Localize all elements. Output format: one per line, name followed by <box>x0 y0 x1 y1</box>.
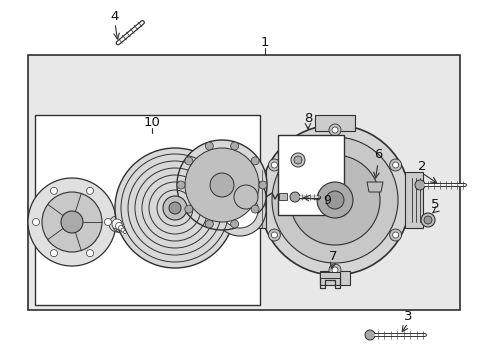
Bar <box>252 170 266 228</box>
Bar <box>320 272 340 278</box>
Circle shape <box>317 182 353 218</box>
Circle shape <box>290 155 380 245</box>
Circle shape <box>251 205 259 213</box>
Circle shape <box>163 196 187 220</box>
Circle shape <box>119 225 123 230</box>
Circle shape <box>271 162 277 168</box>
Text: 1: 1 <box>261 36 269 49</box>
Circle shape <box>87 250 94 257</box>
Circle shape <box>109 216 125 232</box>
Circle shape <box>185 148 259 222</box>
Circle shape <box>116 222 122 230</box>
Circle shape <box>326 191 344 209</box>
Circle shape <box>116 223 126 233</box>
Circle shape <box>210 173 234 197</box>
Circle shape <box>231 142 239 150</box>
Text: 9: 9 <box>323 194 331 207</box>
Circle shape <box>32 219 40 225</box>
Circle shape <box>104 219 112 225</box>
Text: 10: 10 <box>144 116 160 129</box>
Circle shape <box>214 184 266 236</box>
Circle shape <box>329 264 341 276</box>
Bar <box>28 55 460 310</box>
Circle shape <box>260 125 410 275</box>
Circle shape <box>329 124 341 136</box>
Circle shape <box>61 211 83 233</box>
Circle shape <box>115 148 235 268</box>
Polygon shape <box>367 182 383 192</box>
Text: 4: 4 <box>111 10 119 23</box>
Circle shape <box>177 140 267 230</box>
Circle shape <box>50 250 57 257</box>
Bar <box>35 115 260 305</box>
Circle shape <box>87 187 94 194</box>
Circle shape <box>269 229 280 241</box>
Circle shape <box>50 187 57 194</box>
Circle shape <box>332 267 338 273</box>
Circle shape <box>392 162 399 168</box>
Circle shape <box>226 177 266 217</box>
Circle shape <box>28 178 116 266</box>
Circle shape <box>112 219 122 229</box>
Circle shape <box>205 142 213 150</box>
Circle shape <box>185 205 193 213</box>
Bar <box>320 271 350 285</box>
Bar <box>279 193 287 200</box>
Circle shape <box>222 192 258 228</box>
Circle shape <box>421 213 435 227</box>
Circle shape <box>294 156 302 164</box>
Circle shape <box>269 159 280 171</box>
Circle shape <box>119 226 127 234</box>
Circle shape <box>290 192 300 202</box>
Bar <box>315 115 355 131</box>
Circle shape <box>390 159 402 171</box>
Bar <box>405 172 423 228</box>
Bar <box>278 135 344 215</box>
Circle shape <box>42 192 102 252</box>
Circle shape <box>390 229 402 241</box>
Circle shape <box>291 153 305 167</box>
Circle shape <box>332 127 338 133</box>
Text: 7: 7 <box>329 251 337 264</box>
Circle shape <box>231 220 239 228</box>
Text: 5: 5 <box>431 198 439 211</box>
Circle shape <box>234 185 258 209</box>
Circle shape <box>365 330 375 340</box>
Circle shape <box>121 228 125 232</box>
Text: 8: 8 <box>304 112 312 125</box>
Circle shape <box>205 220 213 228</box>
Circle shape <box>424 216 432 224</box>
Circle shape <box>272 137 398 263</box>
Circle shape <box>415 180 425 190</box>
Circle shape <box>271 232 277 238</box>
Circle shape <box>259 181 267 189</box>
Circle shape <box>392 232 399 238</box>
Circle shape <box>113 220 125 232</box>
Circle shape <box>185 157 193 165</box>
Text: 2: 2 <box>418 161 426 174</box>
Circle shape <box>251 157 259 165</box>
Circle shape <box>122 229 128 235</box>
Circle shape <box>123 230 126 234</box>
Circle shape <box>169 202 181 214</box>
Text: 3: 3 <box>404 310 412 324</box>
Circle shape <box>177 181 185 189</box>
Text: 6: 6 <box>374 148 382 162</box>
